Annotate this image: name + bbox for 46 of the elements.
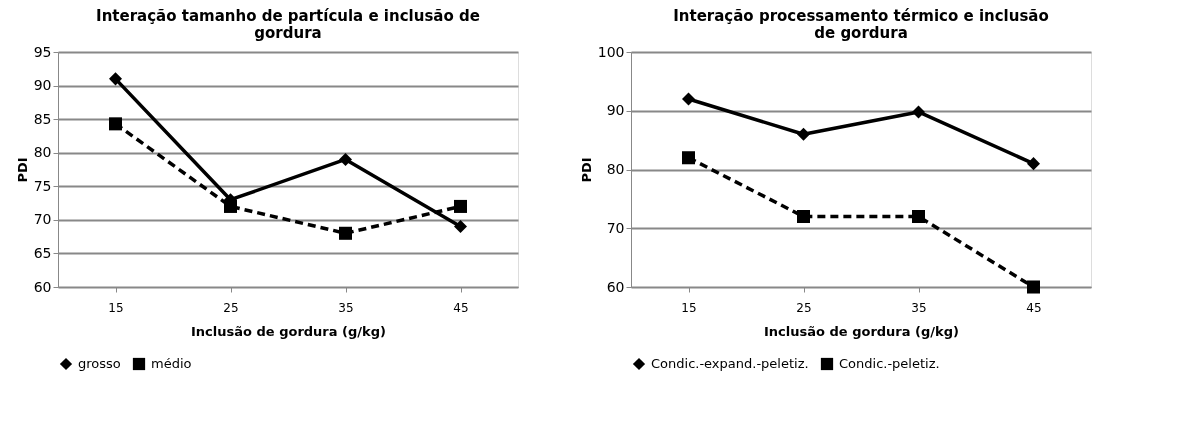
y-tick-label: 60 <box>606 278 625 295</box>
point <box>911 105 926 119</box>
point <box>108 72 123 86</box>
y-tick-label: 100 <box>597 43 625 60</box>
legend-label: médio <box>151 356 192 371</box>
y-tick-label: 90 <box>33 77 52 94</box>
point <box>223 199 238 213</box>
point <box>453 199 468 213</box>
point <box>796 209 811 224</box>
y-tick-label: 65 <box>33 244 52 261</box>
x-tick-label: 15 <box>108 300 124 315</box>
point <box>453 220 468 234</box>
y-tick-label: 85 <box>33 110 52 127</box>
x-axis-title: Inclusão de gordura (g/kg) <box>764 323 959 339</box>
y-axis-title: PDI <box>14 157 30 183</box>
y-tick-label: 70 <box>606 219 625 236</box>
y-tick-label: 60 <box>33 278 52 295</box>
y-tick-label: 95 <box>33 43 52 60</box>
point <box>681 92 696 106</box>
x-tick-label: 35 <box>911 300 927 315</box>
point <box>681 151 696 165</box>
point <box>796 127 811 141</box>
y-tick-label: 80 <box>33 144 52 161</box>
point <box>108 117 123 131</box>
legend-label: Condic.-peletiz. <box>839 356 940 371</box>
chart-title: Interação tamanho de partícula e inclusão de gordura <box>96 7 480 42</box>
x-tick-label: 25 <box>796 300 812 315</box>
y-tick-label: 80 <box>606 161 625 177</box>
x-tick-label: 15 <box>681 300 697 315</box>
legend-label: grosso <box>78 356 121 371</box>
y-tick-label: 70 <box>33 211 52 228</box>
y-tick-label: 75 <box>33 177 52 194</box>
x-axis-title: Inclusão de gordura (g/kg) <box>191 323 386 339</box>
y-axis-title: PDI <box>578 157 594 183</box>
x-tick-label: 45 <box>1026 300 1042 315</box>
chart-title: Interação processamento térmico e inclusão de gordura <box>673 7 1049 42</box>
point <box>911 209 926 224</box>
point <box>1026 157 1041 171</box>
x-tick-label: 35 <box>338 300 354 315</box>
point <box>338 226 353 240</box>
x-tick-label: 25 <box>223 300 239 315</box>
point <box>338 152 353 166</box>
x-tick-label: 45 <box>453 300 469 315</box>
point <box>1026 280 1041 294</box>
legend-label: Condic.-expand.-peletiz. <box>651 356 809 371</box>
y-tick-label: 90 <box>606 102 625 119</box>
